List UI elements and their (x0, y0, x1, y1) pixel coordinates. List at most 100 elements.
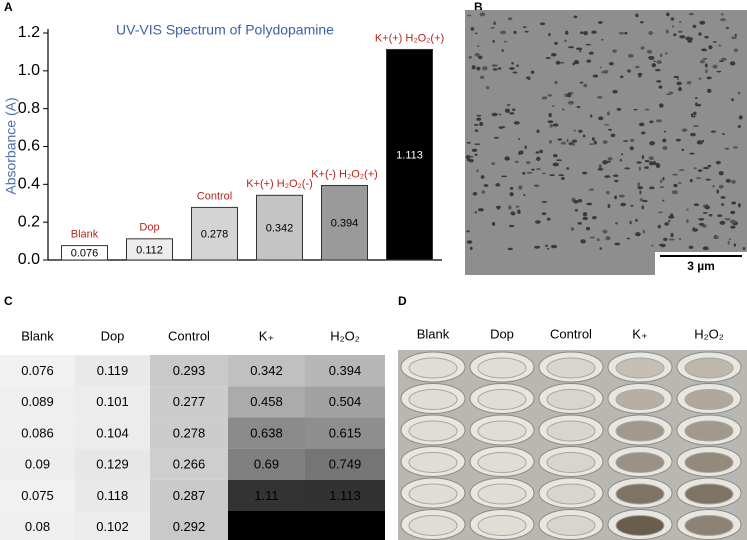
table-value: 0.749 (329, 457, 362, 472)
particle (469, 246, 473, 251)
particle (467, 14, 472, 17)
particle (681, 148, 685, 152)
table-cell (0, 386, 75, 418)
particle (541, 96, 548, 100)
particle (720, 12, 724, 16)
particle (607, 111, 610, 116)
particle (473, 123, 479, 126)
particle (664, 222, 670, 226)
particle (539, 22, 546, 26)
particle (474, 129, 479, 133)
particle (504, 156, 510, 161)
particle (654, 69, 661, 72)
particle (673, 33, 677, 37)
well-liquid (615, 357, 665, 379)
table-cell (228, 417, 305, 449)
table-value: 0.266 (173, 457, 206, 472)
table-cell (150, 479, 228, 511)
particle (663, 237, 668, 242)
particle (637, 186, 644, 190)
table-value: 0.292 (173, 519, 206, 534)
particle (672, 25, 675, 28)
particle (478, 55, 483, 60)
panel-label: C (4, 294, 13, 308)
particle (679, 20, 682, 23)
particle (729, 219, 736, 224)
table-cell (228, 448, 305, 480)
particle (602, 229, 608, 234)
particle (513, 30, 517, 35)
particle (512, 71, 518, 74)
particle (641, 154, 645, 160)
particle (491, 221, 496, 227)
particle (526, 76, 530, 80)
particle (648, 55, 655, 60)
particle (692, 115, 696, 118)
particle (612, 174, 619, 177)
particle (677, 77, 680, 81)
well-liquid (546, 483, 596, 505)
particle (582, 211, 588, 217)
particle (700, 223, 703, 227)
table-cell (150, 417, 228, 449)
particle (474, 143, 481, 145)
particle (497, 67, 502, 70)
value-label: 1.113 (396, 150, 423, 162)
value-label: 0.112 (136, 244, 163, 256)
table-cell (0, 355, 75, 387)
particle (567, 100, 575, 105)
particle (705, 178, 711, 181)
particle (585, 226, 590, 231)
particle (597, 95, 603, 99)
particle (657, 225, 662, 229)
table-value: 0.278 (173, 425, 206, 440)
particle (639, 198, 644, 202)
table-cell (150, 355, 228, 387)
well-liquid (477, 420, 527, 442)
particle (559, 61, 565, 64)
particle (586, 202, 593, 206)
particle (593, 140, 597, 145)
particle (509, 112, 515, 115)
particle (731, 201, 737, 205)
particle (704, 63, 708, 68)
particle (476, 66, 481, 71)
particle (574, 208, 578, 212)
table-cell (0, 417, 75, 449)
particle (641, 205, 644, 210)
photo-column-label: Dop (490, 326, 514, 341)
particle (582, 134, 586, 138)
particle (597, 168, 604, 171)
table-value: 0.293 (173, 363, 206, 378)
table-value: 0.615 (329, 425, 362, 440)
particle (639, 21, 644, 24)
well-liquid (684, 515, 734, 536)
particle (733, 48, 739, 52)
particle (601, 71, 607, 74)
particle (690, 113, 694, 118)
particle (633, 108, 638, 111)
particle (724, 218, 731, 221)
particle (608, 62, 614, 66)
particle (664, 52, 668, 55)
particle (573, 60, 580, 65)
particle (716, 70, 722, 73)
particle (607, 157, 613, 161)
particle (573, 15, 578, 19)
particle (549, 174, 555, 177)
particle (640, 46, 645, 50)
table-cell (305, 417, 385, 449)
particle (566, 93, 572, 98)
particle (583, 83, 588, 88)
particle (635, 232, 641, 237)
particle (634, 65, 640, 69)
particle (607, 203, 611, 209)
particle (656, 80, 662, 83)
particle (576, 47, 583, 51)
y-axis-label: Absorbance (A) (3, 97, 19, 194)
particle (541, 200, 548, 203)
well-liquid (615, 420, 665, 442)
particle (629, 146, 634, 151)
particle (698, 32, 702, 36)
particle (729, 61, 736, 66)
